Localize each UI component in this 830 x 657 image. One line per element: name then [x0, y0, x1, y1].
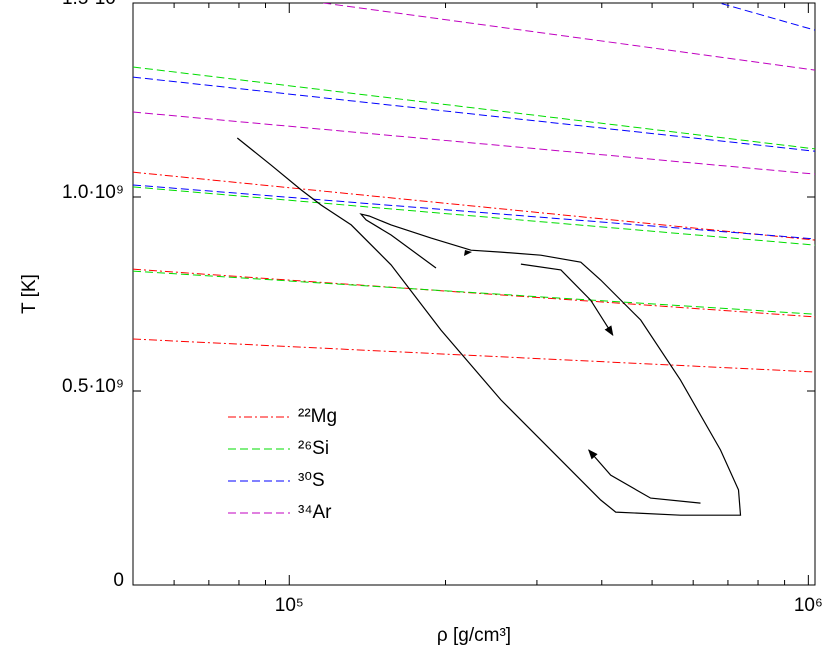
x-tick-label: 10⁵ — [275, 595, 304, 616]
plot-frame — [132, 2, 816, 586]
trajectory — [520, 263, 614, 336]
threshold-line — [133, 66, 815, 150]
threshold-line — [133, 338, 815, 373]
legend-label: ²²Mg — [298, 406, 337, 427]
trajectory — [236, 137, 742, 516]
x-axis-label: ρ [g/cm³] — [437, 625, 511, 646]
y-tick-label: 1.5·10⁹ — [62, 0, 124, 9]
y-axis-label: T [K] — [19, 274, 40, 314]
trajectory — [588, 449, 701, 504]
threshold-line — [717, 3, 815, 31]
legend-label: ³⁰S — [298, 470, 325, 491]
threshold-line — [133, 111, 815, 175]
y-tick-label: 1.0·10⁹ — [62, 182, 124, 203]
arrow-head — [464, 250, 472, 256]
x-tick-label: 10⁶ — [794, 595, 823, 616]
y-tick-label: 0.5·10⁹ — [62, 376, 124, 397]
y-tick-label: 0 — [113, 570, 124, 591]
threshold-line — [133, 171, 815, 241]
threshold-line — [133, 270, 815, 315]
threshold-line — [133, 184, 815, 240]
plot-area — [133, 3, 815, 516]
legend-label: ³⁴Ar — [298, 502, 332, 523]
threshold-line — [319, 3, 815, 71]
threshold-line — [133, 186, 815, 246]
threshold-line — [133, 76, 815, 152]
legend-label: ²⁶Si — [298, 438, 329, 459]
